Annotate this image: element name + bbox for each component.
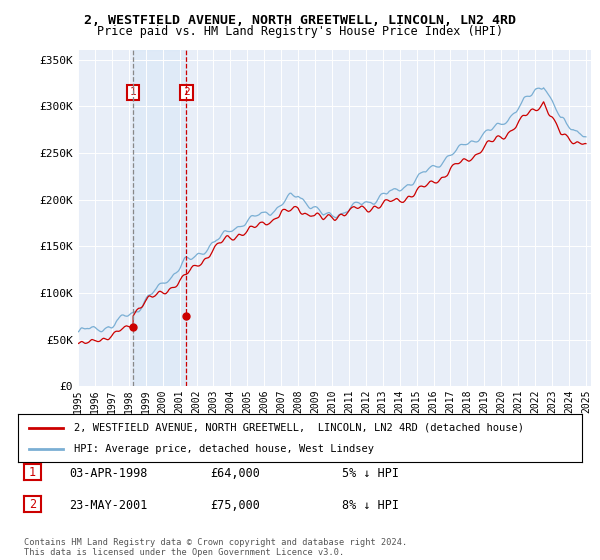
Text: 23-MAY-2001: 23-MAY-2001 <box>69 498 148 512</box>
Text: 1: 1 <box>29 465 36 479</box>
Text: 2: 2 <box>183 87 190 97</box>
Text: 1: 1 <box>130 87 136 97</box>
Text: Price paid vs. HM Land Registry's House Price Index (HPI): Price paid vs. HM Land Registry's House … <box>97 25 503 38</box>
Bar <box>133 50 187 386</box>
Text: 8% ↓ HPI: 8% ↓ HPI <box>342 498 399 512</box>
Text: Contains HM Land Registry data © Crown copyright and database right 2024.
This d: Contains HM Land Registry data © Crown c… <box>24 538 407 557</box>
Text: 2: 2 <box>29 497 36 511</box>
Text: £75,000: £75,000 <box>210 498 260 512</box>
Text: 2, WESTFIELD AVENUE, NORTH GREETWELL,  LINCOLN, LN2 4RD (detached house): 2, WESTFIELD AVENUE, NORTH GREETWELL, LI… <box>74 423 524 433</box>
Text: 03-APR-1998: 03-APR-1998 <box>69 466 148 480</box>
Text: 2, WESTFIELD AVENUE, NORTH GREETWELL, LINCOLN, LN2 4RD: 2, WESTFIELD AVENUE, NORTH GREETWELL, LI… <box>84 14 516 27</box>
Text: HPI: Average price, detached house, West Lindsey: HPI: Average price, detached house, West… <box>74 444 374 454</box>
Text: 5% ↓ HPI: 5% ↓ HPI <box>342 466 399 480</box>
Text: £64,000: £64,000 <box>210 466 260 480</box>
